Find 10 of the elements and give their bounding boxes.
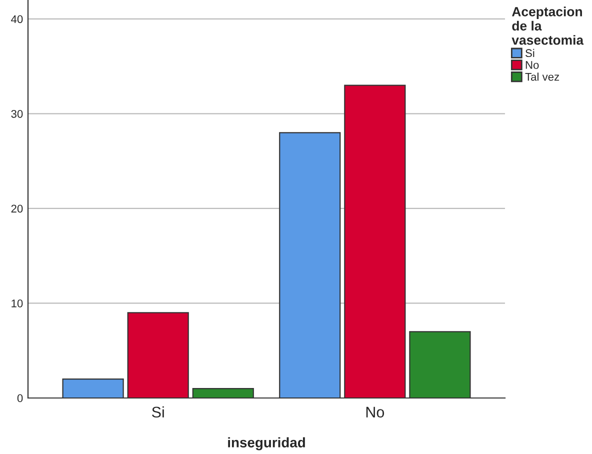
legend-label: Tal vez bbox=[525, 72, 560, 81]
y-tick-label: 20 bbox=[11, 204, 23, 213]
legend-title: Aceptacion de la vasectomia bbox=[512, 6, 584, 45]
y-tick-label: 30 bbox=[11, 110, 23, 118]
legend-label: Si bbox=[526, 48, 534, 58]
y-tick-label: 0 bbox=[17, 394, 23, 402]
x-axis-title: inseguridad bbox=[228, 437, 305, 450]
y-tick-label: 10 bbox=[12, 300, 23, 308]
legend-label: No bbox=[526, 61, 539, 69]
y-tick-label: 40 bbox=[11, 15, 23, 24]
